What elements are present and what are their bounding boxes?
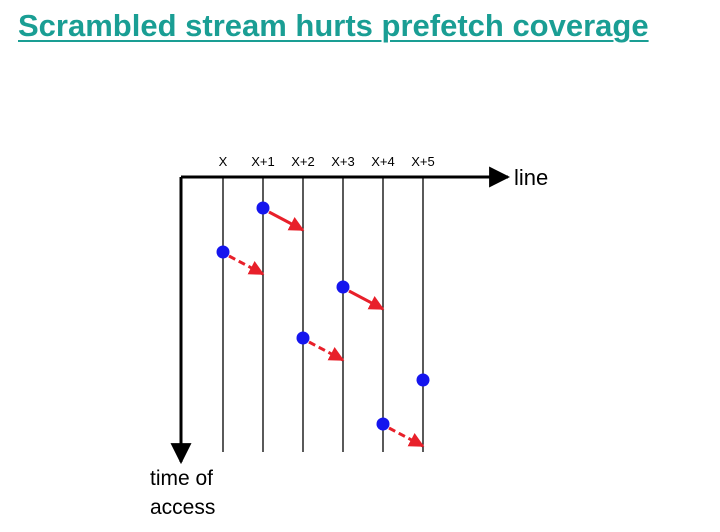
column-label: X+4 [371,154,395,169]
prefetch-arrow [228,254,265,276]
access-point [416,373,430,387]
slide-title: Scrambled stream hurts prefetch coverage [18,8,649,43]
access-point [216,245,230,259]
prefetch-arrow [388,426,425,448]
column-label: X+5 [411,154,435,169]
access-points [216,201,430,431]
column-label: X+1 [251,154,275,169]
x-axis-label: line [514,165,548,190]
prefetch-arrows [228,210,425,448]
column-labels: X X+1 X+2 X+3 X+4 X+5 [219,154,435,169]
column-label: X+3 [331,154,355,169]
access-point [296,331,310,345]
y-axis-label-line2: access [150,496,215,519]
column-lines [222,177,424,452]
column-label: X+2 [291,154,315,169]
access-point [336,280,350,294]
prefetch-arrow [308,340,345,362]
column-label: X [219,154,228,169]
access-point [376,417,390,431]
prefetch-arrow [268,210,305,232]
prefetch-arrow [348,289,385,311]
access-point [256,201,270,215]
y-axis-label-line1: time of [150,467,213,490]
